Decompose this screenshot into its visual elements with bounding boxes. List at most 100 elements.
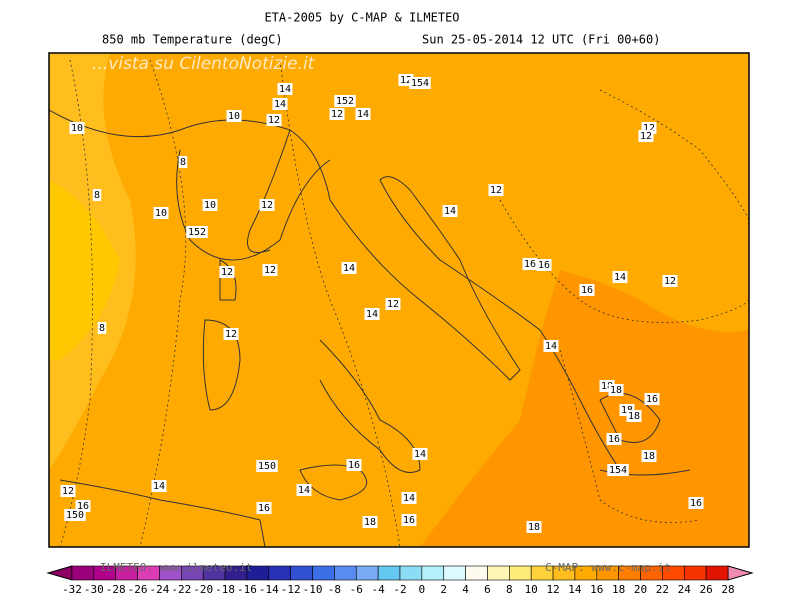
contour-label-box <box>226 110 242 122</box>
colorbar-tick-label: 14 <box>568 583 582 596</box>
contour-label: 12 <box>268 115 280 126</box>
colorbar-box <box>509 565 532 581</box>
colorbar-box <box>705 565 729 581</box>
colorbar-tick-label: -24 <box>150 583 170 596</box>
colorbar-tick-label: 28 <box>721 583 734 596</box>
contour-label-box <box>364 308 380 320</box>
colorbar-tick-label: -12 <box>281 583 301 596</box>
colorbar-tick-label: 16 <box>590 583 603 596</box>
colorbar-tick-label: 2 <box>440 583 447 596</box>
contour-label: 16 <box>581 285 593 296</box>
contour-label-box <box>606 433 622 445</box>
contour-label: 16 <box>258 503 270 514</box>
contour-label-box <box>64 509 86 521</box>
contour-label: 10 <box>155 208 167 219</box>
footer-right: C-MAP: www.c-map.it <box>545 561 671 574</box>
contour-label: 8 <box>99 323 105 334</box>
contour-label-box <box>626 410 642 422</box>
contour-label-box <box>341 262 357 274</box>
contour-label: 16 <box>403 515 415 526</box>
contour-label: 10 <box>204 200 216 211</box>
contour-label: 18 <box>528 522 540 533</box>
contour-label: 16 <box>646 394 658 405</box>
colorbar-box <box>443 565 466 581</box>
contour-label: 14 <box>153 481 165 492</box>
colorbar-box <box>399 565 423 581</box>
colorbar-tick-label: 26 <box>700 583 713 596</box>
colorbar-tick-label: -2 <box>393 583 406 596</box>
contour-label-box <box>355 108 371 120</box>
contour-label: 14 <box>403 493 415 504</box>
contour-label: 12 <box>490 185 502 196</box>
contour-label: 150 <box>258 461 276 472</box>
contour-label: 154 <box>411 78 429 89</box>
colorbar-box <box>290 565 313 581</box>
cooler-region <box>49 180 120 360</box>
contour-label-box <box>256 460 278 472</box>
colorbar-tick-label: -18 <box>215 583 235 596</box>
contour-label: 12 <box>225 329 237 340</box>
contour-label-box <box>92 189 102 201</box>
title: ETA-2005 by C-MAP & ILMETEO <box>264 11 459 25</box>
contour-label-box <box>97 322 107 334</box>
contour-label-box <box>638 130 654 142</box>
colorbar-over <box>727 565 754 581</box>
contour-label: 10 <box>228 111 240 122</box>
colorbar-box <box>487 565 510 581</box>
colorbar-box <box>334 565 357 581</box>
contour-label: 12 <box>664 276 676 287</box>
valid-time: Sun 25-05-2014 12 UTC (Fri 00+60) <box>422 33 660 47</box>
contour-label: 16 <box>608 434 620 445</box>
contour-label-box <box>401 492 417 504</box>
colorbar-tick-label: 0 <box>419 583 426 596</box>
colorbar-under <box>46 565 73 581</box>
contour-label-box <box>266 114 282 126</box>
colorbar-tick-label: -10 <box>303 583 323 596</box>
contour-label: 12 <box>643 123 655 134</box>
colorbar-tick-label: 12 <box>546 583 559 596</box>
field-label: 850 mb Temperature (degC) <box>102 33 283 47</box>
contour-label: 18 <box>601 381 613 392</box>
contour-label-box <box>401 514 417 526</box>
contour-label-box <box>296 484 312 496</box>
contour-label: 12 <box>221 267 233 278</box>
colorbar-box <box>421 565 445 581</box>
colorbar-tick-label: -28 <box>106 583 126 596</box>
contour-label: 18 <box>610 385 622 396</box>
colorbar-tick-label: 8 <box>506 583 513 596</box>
contour-label: 14 <box>366 309 378 320</box>
contour-label-box <box>60 485 76 497</box>
colorbar-tick-label: -16 <box>237 583 257 596</box>
contour-label-box <box>409 77 431 89</box>
contour-label-box <box>178 156 188 168</box>
colorbar-tick-label: -32 <box>62 583 82 596</box>
contour-label: 16 <box>690 498 702 509</box>
contour-label-box <box>543 340 559 352</box>
contour-label-box <box>346 459 362 471</box>
contour-label: 14 <box>614 272 626 283</box>
contour-label-box <box>262 264 278 276</box>
contour-label: 12 <box>331 109 343 120</box>
contour-label-box <box>488 184 504 196</box>
contour-label-box <box>385 298 401 310</box>
contour-label-box <box>662 275 678 287</box>
contour-label: 150 <box>66 510 84 521</box>
contour-label-box <box>362 516 378 528</box>
contour-label: 14 <box>414 449 426 460</box>
colorbar-box <box>465 565 488 581</box>
colorbar-tick-label: -14 <box>259 583 279 596</box>
contour-label-box <box>688 497 704 509</box>
contour-label-box <box>334 95 356 107</box>
colorbar-tick-label: -30 <box>84 583 104 596</box>
colorbar-tick-label: -20 <box>193 583 213 596</box>
contour-label-box <box>151 480 167 492</box>
contour-label: 12 <box>400 75 412 86</box>
contour-label-box <box>644 393 660 405</box>
contour-label-box <box>277 83 293 95</box>
colorbar-tick-label: -22 <box>171 583 191 596</box>
contour-label: 14 <box>298 485 310 496</box>
contour-label: 8 <box>180 157 186 168</box>
contour-label-box <box>256 502 272 514</box>
contour-label: 14 <box>545 341 557 352</box>
